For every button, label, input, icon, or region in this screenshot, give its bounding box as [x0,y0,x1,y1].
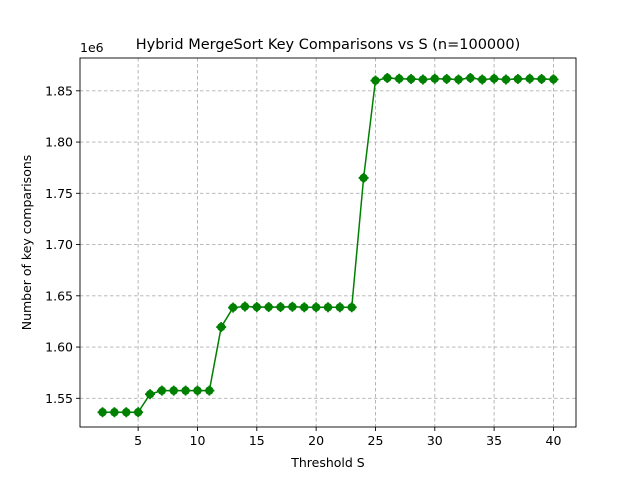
data-point [145,389,156,400]
y-tick-label: 1.80 [45,135,73,150]
x-tick-label: 20 [308,433,324,448]
data-point [370,75,381,86]
x-tick-label: 10 [190,433,206,448]
grid-layer [80,58,576,427]
y-tick-label: 1.75 [45,186,73,201]
x-tick-label: 25 [368,433,384,448]
data-point [334,302,345,313]
data-point [346,302,357,313]
y-axis-label: Number of key comparisons [19,155,34,331]
y-tick-label: 1.55 [45,391,73,406]
chart-title: Hybrid MergeSort Key Comparisons vs S (n… [136,37,521,53]
data-point [394,73,405,84]
data-point [275,302,286,313]
data-point [168,385,179,396]
data-point [239,301,250,312]
data-point [382,72,393,83]
x-axis-label: Threshold S [290,455,365,470]
y-tick-label: 1.65 [45,288,73,303]
data-point [216,322,227,333]
x-tick-label: 35 [486,433,502,448]
x-tick-label: 30 [427,433,443,448]
data-point [477,74,488,85]
data-point [417,74,428,85]
data-point [263,302,274,313]
y-tick-label: 1.70 [45,237,73,252]
data-point [548,74,559,85]
data-point [109,407,120,418]
data-point [180,385,191,396]
data-point [299,302,310,313]
data-point [311,302,322,313]
data-point [204,385,215,396]
series-layer [97,72,559,418]
data-point [156,385,167,396]
x-tick-label: 15 [249,433,265,448]
data-point [429,73,440,84]
data-point [524,73,535,84]
y-tick-label: 1.60 [45,340,73,355]
data-point [121,407,132,418]
data-point [489,73,500,84]
x-tick-label: 5 [134,433,142,448]
tick-layer: 5 10 15 20 25 30 35 40 1.55 1.60 1.65 1.70 1.75 1.80 1… [45,83,561,448]
data-point [97,407,108,418]
data-point [228,302,239,313]
series-line [102,77,554,413]
data-point [251,302,262,313]
data-point [512,74,523,85]
data-point [441,74,452,85]
data-point [465,72,476,83]
data-point [287,301,298,312]
y-tick-label: 1.85 [45,83,73,98]
data-point [133,407,144,418]
data-point [192,385,203,396]
y-offset-label: 1e6 [80,40,104,55]
data-point [323,302,333,313]
data-point [358,172,369,183]
data-point [453,74,464,85]
data-point [500,74,511,85]
data-point [406,74,417,85]
x-tick-label: 40 [546,433,562,448]
data-point [536,74,547,85]
plot-frame [79,57,577,428]
